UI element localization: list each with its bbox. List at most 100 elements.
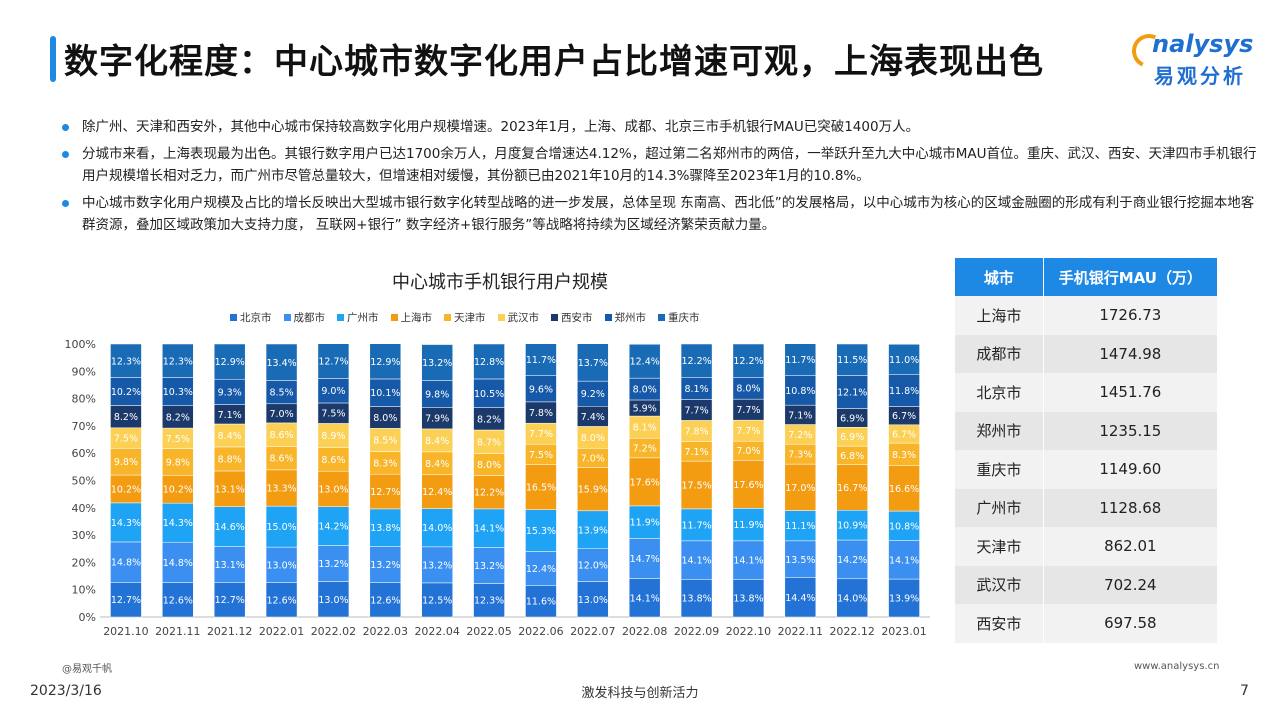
data-label: 8.3% [892, 450, 916, 461]
data-label: 10.2% [163, 485, 193, 496]
bar-segment [888, 540, 920, 580]
mau-table: 城市 手机银行MAU（万） 上海市 1726.73 成都市 1474.98 北京市 145… [955, 258, 1217, 643]
bar-segment [577, 581, 609, 618]
data-label: 9.2% [581, 389, 605, 400]
legend-label: 西安市 [561, 312, 593, 324]
legend-label: 成都市 [293, 312, 326, 324]
data-label: 9.3% [218, 387, 242, 398]
data-label: 8.3% [373, 458, 397, 469]
bullet-item: 中心城市数字化用户规模及占比的增长反映出大型城市银行数字化转型战略的进一步发展，… [62, 192, 1262, 236]
data-label: 7.7% [684, 405, 708, 416]
data-label: 13.2% [370, 560, 400, 571]
bar-segment [369, 378, 402, 407]
bar-segment [732, 343, 765, 378]
bar-segment [628, 457, 661, 507]
data-label: 8.0% [736, 384, 760, 395]
bar-segment [421, 508, 453, 548]
bar-segment [784, 463, 817, 511]
analysys-logo: nalysys 易观分析 [1127, 29, 1262, 90]
data-label: 8.1% [633, 423, 657, 434]
bar-segment [421, 474, 453, 509]
footer-slogan: 激发科技与创新活力 [581, 686, 699, 701]
data-label: 17.0% [785, 483, 815, 494]
chart-legend: 北京市 成都市 广州市 上海市 天津市 武汉市 西安市 郑州市 重庆市 [230, 310, 790, 325]
data-label: 12.5% [422, 595, 452, 606]
bar-segment [110, 448, 142, 476]
data-label: 14.4% [785, 593, 815, 604]
data-label: 5.9% [633, 404, 657, 415]
data-label: 10.8% [889, 521, 919, 532]
legend-swatch [551, 314, 558, 321]
bar-segment [732, 579, 765, 618]
y-tick-label: 100% [65, 338, 96, 351]
table-cell-mau: 1235.15 [1099, 421, 1162, 440]
data-label: 12.7% [318, 357, 348, 368]
data-label: 12.3% [163, 356, 193, 367]
y-tick-label: 10% [72, 584, 96, 597]
bar-segment [628, 344, 661, 379]
x-tick-label: 2022.11 [778, 625, 824, 638]
legend-swatch [444, 314, 451, 321]
legend-swatch [390, 314, 398, 321]
data-label: 14.0% [837, 593, 867, 604]
bar-segment [162, 582, 194, 618]
data-label: 13.0% [318, 595, 348, 606]
x-tick-label: 2022.04 [414, 625, 460, 638]
table-cell-city: 西安市 [955, 604, 1044, 643]
bar-segment [213, 546, 246, 583]
data-label: 12.3% [111, 356, 141, 367]
bar-segment [628, 538, 661, 579]
legend-item: 郑州市 [604, 310, 646, 325]
data-label: 12.4% [526, 564, 556, 575]
legend-swatch [658, 314, 665, 321]
x-tick-label: 2022.07 [570, 625, 616, 638]
data-label: 7.7% [736, 405, 760, 416]
data-label: 7.5% [529, 450, 553, 461]
bar-segment [369, 343, 402, 380]
legend-swatch [604, 314, 612, 321]
data-label: 8.6% [269, 454, 293, 465]
bar-segment [473, 378, 505, 408]
data-label: 14.2% [837, 555, 867, 566]
data-label: 12.7% [215, 595, 245, 606]
bar-segment [421, 380, 453, 408]
data-label: 16.5% [526, 483, 556, 494]
data-label: 14.1% [889, 555, 919, 566]
bar-segment [473, 547, 505, 584]
data-label: 11.7% [681, 520, 711, 531]
bar-segment [317, 343, 350, 379]
y-tick-label: 40% [72, 502, 96, 515]
table-cell-mau: 1474.98 [1099, 344, 1162, 363]
data-label: 7.0% [581, 453, 605, 464]
data-label: 13.8% [681, 594, 711, 605]
data-label: 7.5% [166, 434, 190, 445]
data-label: 17.6% [630, 477, 660, 488]
legend-item: 天津市 [444, 310, 486, 325]
title-accent-bar [50, 36, 56, 82]
data-label: 14.3% [111, 518, 141, 529]
data-label: 8.4% [218, 431, 242, 442]
table-cell-mau: 1451.76 [1099, 383, 1162, 402]
data-label: 15.9% [578, 485, 608, 496]
data-label: 12.1% [837, 387, 867, 398]
legend-label: 北京市 [240, 312, 272, 324]
bar-segment [784, 510, 817, 542]
data-label: 14.3% [163, 518, 193, 529]
data-label: 13.1% [215, 560, 245, 571]
legend-label: 重庆市 [668, 312, 700, 324]
bar-segment [473, 343, 505, 380]
bar-segment [110, 377, 142, 406]
table-row: 天津市 862.01 [955, 527, 1217, 566]
data-label: 13.8% [370, 523, 400, 534]
legend-label: 广州市 [347, 312, 379, 324]
table-cell-mau: 702.24 [1104, 575, 1157, 594]
bar-segment [525, 375, 557, 403]
data-label: 12.0% [578, 561, 608, 572]
x-tick-label: 2023.01 [881, 625, 927, 638]
data-label: 14.1% [474, 524, 504, 535]
data-label: 11.7% [785, 355, 815, 366]
bar-segment [110, 541, 142, 583]
bar-segment [628, 505, 661, 539]
data-label: 13.0% [578, 595, 608, 606]
table-cell-mau: 1128.68 [1099, 498, 1162, 517]
